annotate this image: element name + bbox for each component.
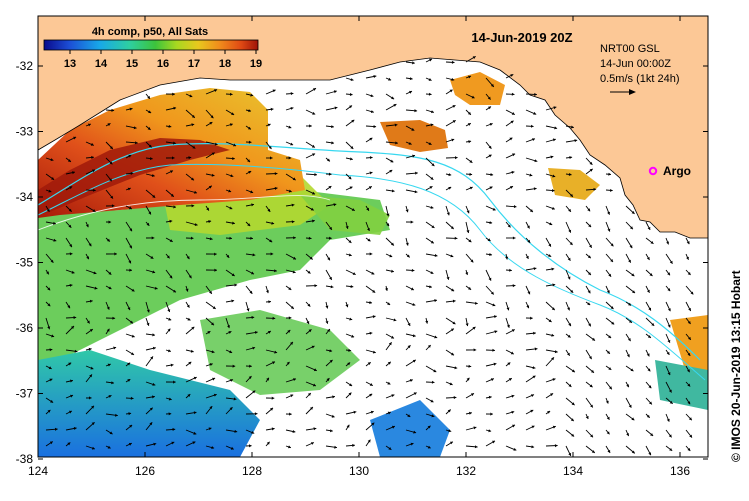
x-tick-label: 126: [135, 464, 155, 478]
x-tick-label: 124: [28, 464, 48, 478]
argo-label: Argo: [663, 164, 691, 178]
colorbar-tick-label: 16: [157, 58, 169, 70]
y-tick-label: -38: [16, 452, 34, 466]
y-tick-label: -35: [16, 256, 34, 270]
x-tick-label: 128: [242, 464, 262, 478]
colorbar-tick-label: 13: [64, 58, 76, 70]
map-date-title: 14-Jun-2019 20Z: [471, 30, 572, 45]
info-scale-label: 0.5m/s (1kt 24h): [600, 73, 679, 85]
colorbar-title: 4h comp, p50, All Sats: [92, 26, 208, 38]
colorbar-tick-label: 19: [250, 58, 262, 70]
x-tick-label: 134: [563, 464, 583, 478]
info-timestamp: 14-Jun 00:00Z: [600, 58, 671, 70]
colorbar-tick-label: 15: [126, 58, 138, 70]
y-tick-label: -36: [16, 321, 34, 335]
x-tick-label: 132: [456, 464, 476, 478]
y-tick-label: -33: [16, 125, 34, 139]
colorbar-tick-label: 14: [95, 58, 108, 70]
colorbar-gradient: [44, 40, 258, 50]
x-tick-label: 130: [349, 464, 369, 478]
colorbar-tick-label: 17: [188, 58, 200, 70]
x-tick-label: 136: [670, 464, 690, 478]
colorbar-tick-label: 18: [219, 58, 231, 70]
copyright-credit: © IMOS 20-Jun-2019 13:15 Hobart: [729, 270, 743, 462]
y-tick-label: -34: [16, 190, 34, 204]
y-tick-label: -32: [16, 59, 34, 73]
y-tick-label: -37: [16, 387, 34, 401]
info-product-name: NRT00 GSL: [600, 43, 660, 55]
